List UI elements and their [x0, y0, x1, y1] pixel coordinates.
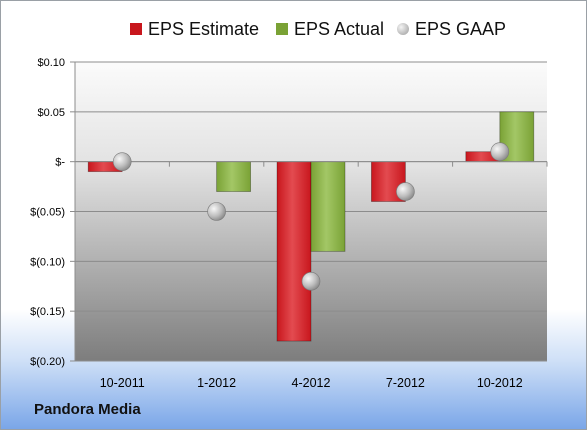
- legend-label-estimate: EPS Estimate: [148, 18, 260, 39]
- bar-estimate-2: [276, 161, 312, 342]
- legend-item-gaap: EPS GAAP: [397, 17, 506, 41]
- legend-swatch-gaap: [397, 23, 409, 35]
- x-tick-label-4: 10-2012: [477, 376, 523, 390]
- y-tick-label-6: $(0.20): [30, 356, 65, 368]
- point-gaap-3: [396, 182, 415, 201]
- point-gaap-4: [490, 142, 510, 161]
- legend-swatch-actual: [276, 23, 288, 35]
- legend-item-actual: EPS Actual: [276, 17, 384, 41]
- y-tick-label-3: $(0.05): [30, 207, 65, 219]
- x-tick-label-3: 7-2012: [386, 376, 425, 390]
- x-tick-label-1: 1-2012: [197, 376, 236, 390]
- point-gaap-0: [112, 152, 132, 171]
- company-name: Pandora Media: [34, 401, 141, 418]
- legend-swatch-estimate: [130, 23, 142, 35]
- point-gaap-1: [207, 202, 226, 221]
- y-tick-label-1: $0.05: [37, 107, 65, 119]
- legend-label-gaap: EPS GAAP: [415, 18, 507, 39]
- x-tick-label-2: 4-2012: [292, 376, 331, 390]
- bar-actual-2: [310, 161, 346, 252]
- y-tick-label-4: $(0.10): [30, 256, 65, 268]
- point-gaap-2: [301, 271, 321, 291]
- legend-item-estimate: EPS Estimate: [130, 17, 259, 41]
- y-tick-label-2: $-: [55, 157, 65, 169]
- y-tick-label-5: $(0.15): [30, 306, 65, 318]
- bar-actual-1: [216, 161, 252, 192]
- legend-label-actual: EPS Actual: [294, 18, 385, 39]
- x-tick-label-0: 10-2011: [100, 376, 145, 390]
- y-tick-label-0: $0.10: [37, 57, 65, 69]
